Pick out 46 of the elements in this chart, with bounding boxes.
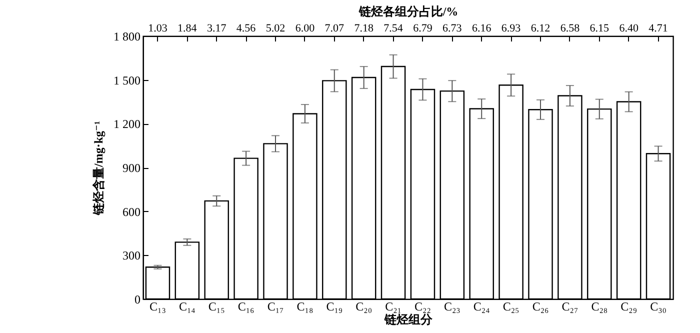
x-tick-label: C₁₄: [178, 300, 196, 314]
text: 7.07: [324, 22, 345, 34]
x-tick-label: C₁₆: [238, 300, 254, 314]
x-tick-label: C₂₈: [591, 300, 608, 314]
text: 6.15: [590, 22, 610, 34]
text: 4.71: [648, 22, 668, 34]
x-tick-label: C₂₇: [562, 300, 578, 314]
text: 6.16: [472, 22, 492, 34]
y-tick-label: 1 200: [114, 117, 140, 132]
text: 5.02: [266, 22, 286, 34]
x-tick-label: C₂₂: [414, 300, 431, 314]
x-tick-label: C₂₀: [356, 300, 372, 314]
x-tick-label: C₁₃: [150, 300, 166, 314]
x-axis-title: 链烃组分: [384, 312, 434, 326]
text: 3.17: [206, 22, 227, 34]
text: 7.18: [354, 22, 374, 34]
x-tick-label: C₂₃: [444, 300, 460, 314]
y-tick-label: 1 800: [114, 30, 140, 44]
text: 6.00: [295, 22, 316, 34]
y-axis-title: 链烃含量/mg·kg⁻¹: [92, 120, 106, 216]
text: 4.56: [236, 22, 256, 34]
y-tick-label: 0: [134, 292, 140, 306]
text: 1.84: [178, 22, 198, 34]
x-tick-label: C₂₆: [532, 300, 549, 314]
text: 6.73: [442, 22, 462, 34]
x2-axis-title: 链烃各组分占比/%: [358, 4, 458, 18]
text: 6.40: [619, 22, 639, 34]
x-tick-label: C₁₈: [296, 300, 314, 314]
text: 6.58: [560, 22, 580, 34]
y-tick-label: 600: [122, 204, 140, 219]
text: 7.54: [384, 22, 404, 34]
x-tick-label: C₂₄: [473, 300, 490, 314]
text: 6.79: [413, 22, 433, 34]
x-tick-label: C₂₁: [385, 300, 402, 314]
text: 1.03: [148, 22, 168, 34]
x-tick-label: C₂₅: [502, 300, 520, 314]
y-tick-label: 1 500: [114, 73, 140, 88]
y-tick-label: 900: [122, 161, 140, 175]
y-tick-label: 300: [122, 248, 140, 263]
x-tick-label: C₂₉: [620, 300, 638, 314]
x-tick-label: C₁₇: [267, 300, 284, 314]
x-tick-label: C₃₀: [650, 300, 666, 314]
x-tick-label: C₁₉: [326, 300, 343, 314]
x-tick-label: C₁₅: [208, 300, 225, 314]
text: 6.12: [530, 22, 550, 34]
text: 6.93: [501, 22, 522, 34]
